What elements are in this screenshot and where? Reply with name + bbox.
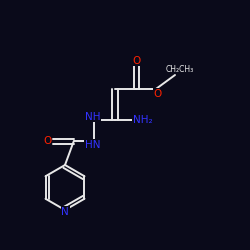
Text: O: O — [132, 56, 140, 66]
Text: NH: NH — [85, 112, 100, 122]
Text: NH₂: NH₂ — [133, 115, 152, 125]
Text: O: O — [43, 136, 51, 146]
Text: N: N — [61, 207, 69, 217]
Text: O: O — [154, 89, 162, 99]
Text: HN: HN — [85, 140, 100, 150]
Text: CH₂CH₃: CH₂CH₃ — [166, 65, 194, 74]
